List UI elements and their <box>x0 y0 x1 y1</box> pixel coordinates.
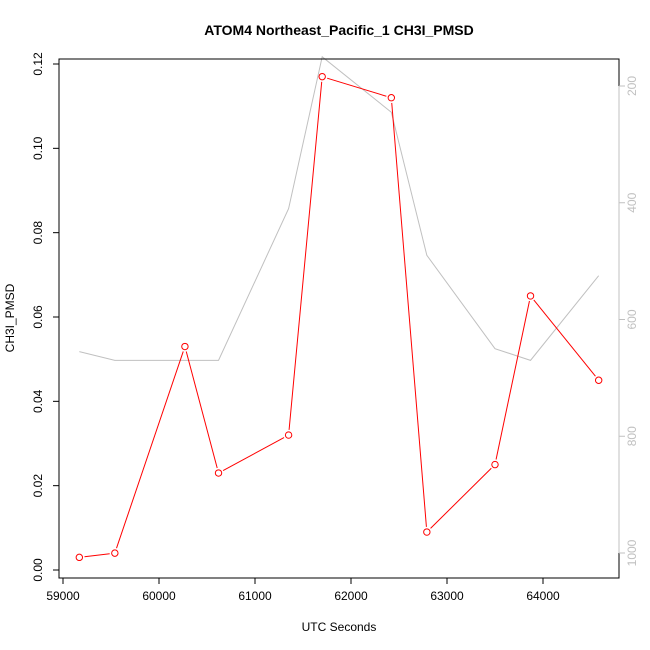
data-point <box>594 376 603 384</box>
y2-tick-label: 600 <box>625 309 639 329</box>
plot-frame <box>58 58 620 579</box>
primary-series-segment <box>533 299 596 377</box>
data-point <box>318 72 326 81</box>
secondary-series <box>79 55 600 361</box>
y-tick-label: 0.06 <box>31 305 45 329</box>
x-tick-label: 63000 <box>430 589 464 603</box>
primary-series-segment <box>84 553 110 558</box>
y-tick-label: 0.02 <box>31 474 45 498</box>
y-axis-title: CH3I_PMSD <box>3 283 17 352</box>
primary-series-segment <box>391 102 427 527</box>
y2-tick-label: 400 <box>625 192 639 212</box>
x-tick-label: 59000 <box>46 589 80 603</box>
y-tick-label: 0.04 <box>31 389 45 413</box>
primary-series <box>75 72 603 562</box>
y2-tick-label: 200 <box>625 76 639 96</box>
data-point <box>491 460 499 469</box>
y2-tick-label: 1000 <box>625 539 639 566</box>
y-axis-right: 200 400 600 800 1000 <box>618 76 639 566</box>
primary-series-segment <box>430 467 492 529</box>
data-point <box>387 94 396 102</box>
x-axis-title: UTC Seconds <box>302 620 377 634</box>
y-tick-label: 0.00 <box>31 558 45 582</box>
x-axis: 59000 60000 61000 62000 63000 64000 <box>46 577 560 603</box>
x-tick-label: 62000 <box>334 589 368 603</box>
data-point <box>284 431 293 439</box>
data-point <box>526 292 535 300</box>
y-tick-label: 0.12 <box>31 52 45 76</box>
data-point <box>214 469 223 477</box>
y-tick-label: 0.08 <box>31 221 45 245</box>
x-tick-label: 64000 <box>526 589 560 603</box>
y2-tick-label: 800 <box>625 426 639 446</box>
x-tick-label: 60000 <box>142 589 176 603</box>
data-point <box>111 549 119 557</box>
data-point <box>423 528 431 536</box>
y-tick-label: 0.10 <box>31 136 45 160</box>
primary-series-segment <box>288 81 323 430</box>
primary-series-segment <box>185 351 218 469</box>
primary-series-segment <box>327 77 387 97</box>
data-point <box>75 553 84 562</box>
primary-series-segment <box>116 351 184 549</box>
primary-series-segment <box>495 300 530 460</box>
data-point <box>181 342 189 351</box>
x-tick-label: 61000 <box>238 589 272 603</box>
primary-series-segment <box>222 437 285 471</box>
secondary-series-line <box>79 55 600 361</box>
y-axis-left: 0.00 0.02 0.04 0.06 0.08 0.10 0.12 <box>31 52 60 582</box>
chart-title: ATOM4 Northeast_Pacific_1 CH3I_PMSD <box>204 22 473 38</box>
